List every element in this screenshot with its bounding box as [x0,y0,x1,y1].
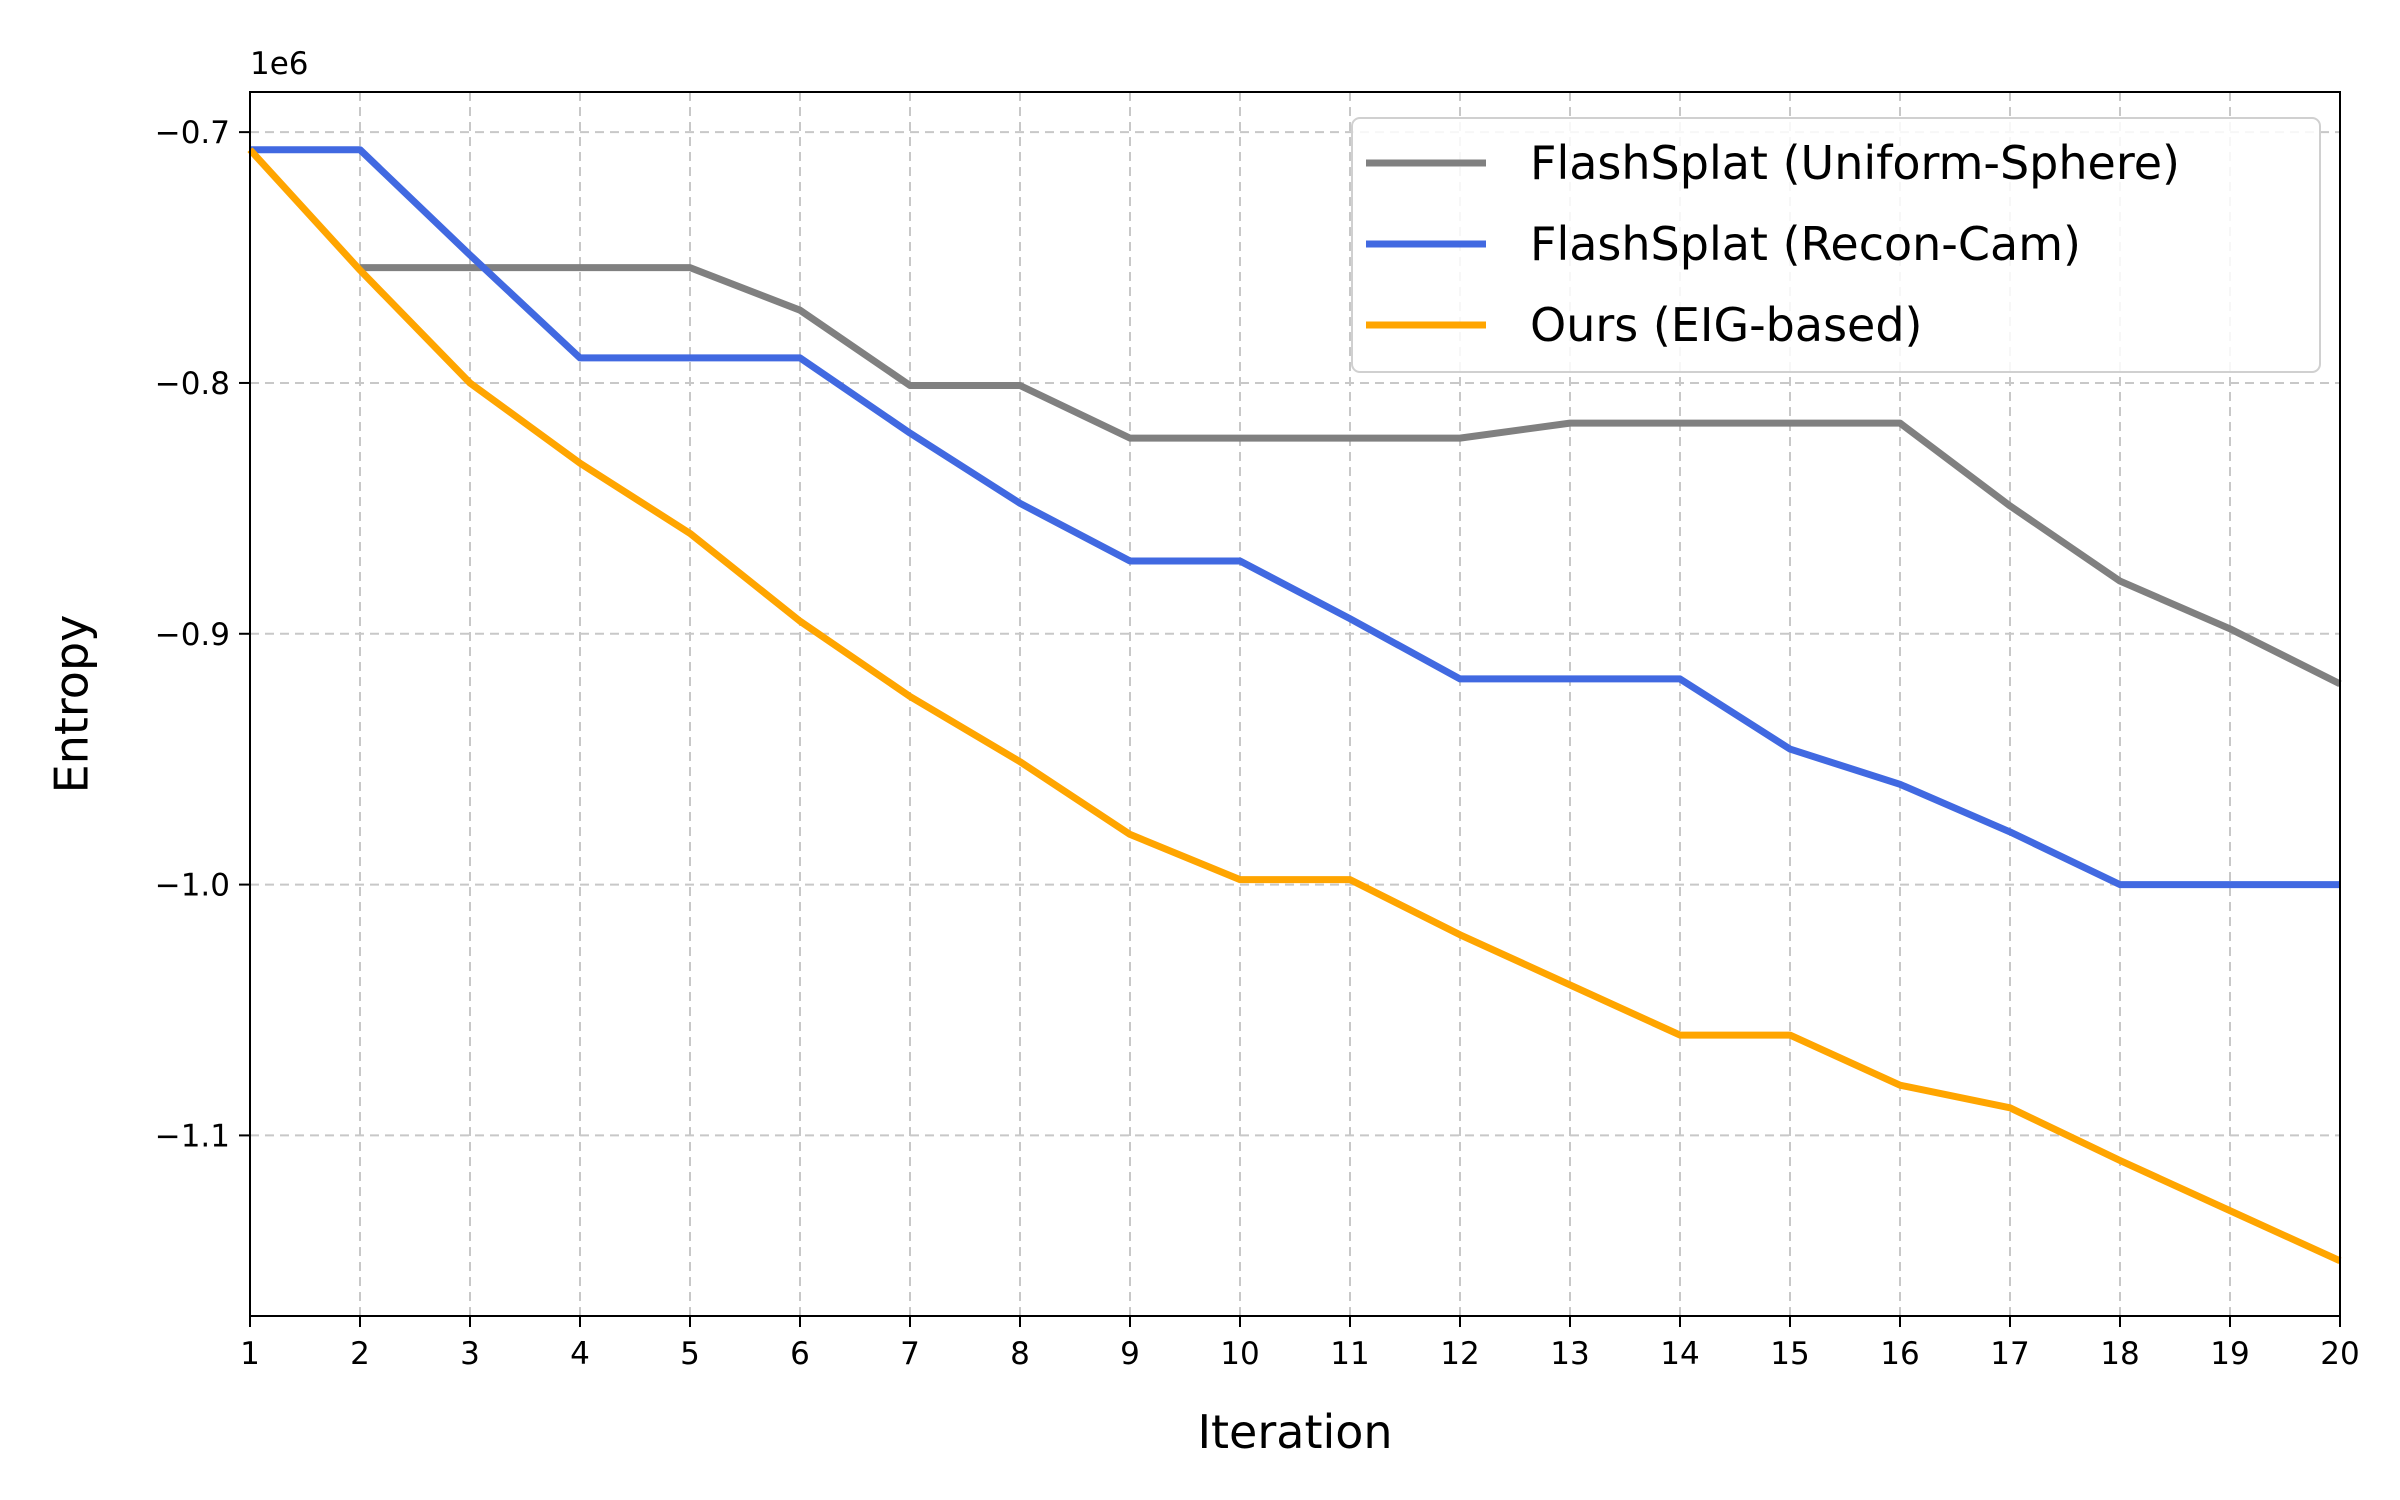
x-tick-label: 3 [460,1336,480,1372]
x-tick-label: 15 [1770,1336,1809,1372]
series-line-1 [360,264,2342,688]
y-tick-label: −0.9 [155,617,230,653]
x-tick-label: 17 [1990,1336,2029,1372]
x-tick-label: 14 [1660,1336,1699,1372]
legend-label: Ours (EIG-based) [1530,298,1922,352]
x-tick-label: 2 [350,1336,370,1372]
x-axis: 1 2 3 4 5 6 7 8 9 10 11 12 13 14 15 16 17 18 19 20 [240,1316,2360,1372]
x-tick-label: 5 [680,1336,700,1372]
y-offset-label: 1e6 [250,46,309,82]
legend-box [1351,117,2321,373]
y-axis: −0.7 −0.8 −0.9 −1.0 −1.1 [155,115,250,1154]
y-axis-title: Entropy [45,615,99,794]
series-lines [247,146,2342,1264]
y-tick-label: −0.8 [155,366,230,402]
plot-frame [249,91,2341,1317]
y-tick-label: −1.1 [155,1118,230,1154]
x-tick-label: 4 [570,1336,590,1372]
y-tick-label: −0.7 [155,115,230,151]
legend-label: FlashSplat (Recon-Cam) [1530,217,2081,271]
x-tick-label: 20 [2320,1336,2359,1372]
x-axis-title: Iteration [1197,1405,1392,1459]
x-tick-label: 12 [1440,1336,1479,1372]
x-tick-label: 13 [1550,1336,1589,1372]
series-line-3 [247,147,2342,1264]
legend-label: FlashSplat (Uniform-Sphere) [1530,136,2180,190]
legend: FlashSplat (Uniform-Sphere) FlashSplat (R… [1351,117,2321,373]
y-tick-label: −1.0 [155,868,230,904]
series-line-2 [250,146,2340,889]
x-tick-label: 8 [1010,1336,1030,1372]
x-tick-label: 7 [900,1336,920,1372]
x-tick-label: 6 [790,1336,810,1372]
x-tick-label: 16 [1880,1336,1919,1372]
x-tick-label: 18 [2100,1336,2139,1372]
x-tick-label: 19 [2210,1336,2249,1372]
x-tick-label: 11 [1330,1336,1369,1372]
x-tick-label: 1 [240,1336,260,1372]
x-tick-label: 9 [1120,1336,1140,1372]
x-tick-label: 10 [1220,1336,1259,1372]
